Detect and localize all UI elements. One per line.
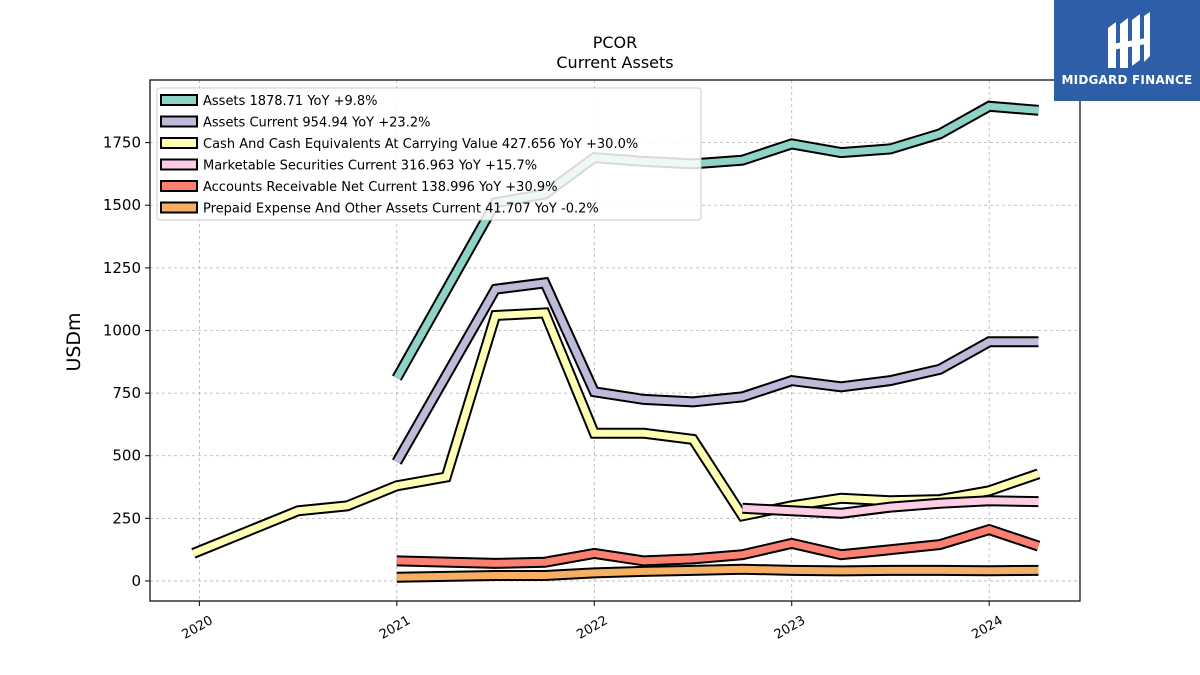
series-line <box>742 495 1039 519</box>
brand-logo: MIDGARD FINANCE <box>1054 0 1200 101</box>
legend: Assets 1878.71 YoY +9.8% Assets Current 9… <box>156 87 702 221</box>
legend-swatch <box>160 180 198 192</box>
legend-swatch <box>160 158 198 171</box>
x-tick-label: 2021 <box>377 613 413 643</box>
legend-entry: Prepaid Expense And Other Assets Current… <box>203 202 599 217</box>
legend-entry: Assets 1878.71 YoY +9.8% <box>203 94 378 109</box>
legend-entry: Assets Current 954.94 YoY +23.2% <box>203 116 430 131</box>
series-line-fill <box>396 565 1039 581</box>
y-tick-label: 1250 <box>103 259 141 277</box>
y-tick-label: 1000 <box>103 321 141 339</box>
series-line <box>396 523 1041 569</box>
legend-swatch <box>160 115 198 128</box>
y-axis: 0 250 500 750 1000 1250 1500 1750 <box>103 134 150 590</box>
legend-swatch <box>160 201 198 214</box>
legend-entry: Cash And Cash Equivalents At Carrying Va… <box>203 137 638 152</box>
y-tick-label: 1750 <box>103 134 141 152</box>
series-line-fill <box>192 309 1040 557</box>
y-tick-label: 1500 <box>103 196 141 214</box>
series-line-fill <box>393 279 1039 464</box>
legend-swatch <box>160 137 198 149</box>
legend-entry: Marketable Securities Current 316.963 Yo… <box>203 159 537 174</box>
series-line <box>392 276 1039 465</box>
y-tick-label: 250 <box>112 509 141 527</box>
logo-mark-icon <box>1108 12 1150 68</box>
y-tick-label: 750 <box>112 384 141 402</box>
x-tick-label: 2024 <box>969 613 1005 643</box>
series-line-fill <box>396 525 1040 567</box>
x-tick-label: 2023 <box>772 613 808 643</box>
legend-entry: Accounts Receivable Net Current 138.996 … <box>203 180 558 195</box>
y-axis-label: USDm <box>63 312 85 371</box>
x-tick-label: 2022 <box>574 613 610 643</box>
series-line <box>396 563 1039 583</box>
plot-frame <box>149 79 1081 602</box>
chart-subtitle: Current Assets <box>556 53 673 72</box>
chart-title: PCOR <box>593 33 638 52</box>
series-line-fill <box>742 497 1039 517</box>
series-layer <box>191 100 1041 583</box>
x-axis: 2020 2021 2022 2023 2024 <box>180 601 1006 643</box>
y-tick-label: 0 <box>131 572 141 590</box>
legend-swatch <box>160 94 198 106</box>
logo-text: MIDGARD FINANCE <box>1061 73 1193 87</box>
series-line-outline <box>392 276 1039 465</box>
series-line <box>191 307 1041 559</box>
legend-box <box>156 87 702 221</box>
y-tick-label: 500 <box>112 447 141 465</box>
x-tick-label: 2020 <box>180 613 216 643</box>
